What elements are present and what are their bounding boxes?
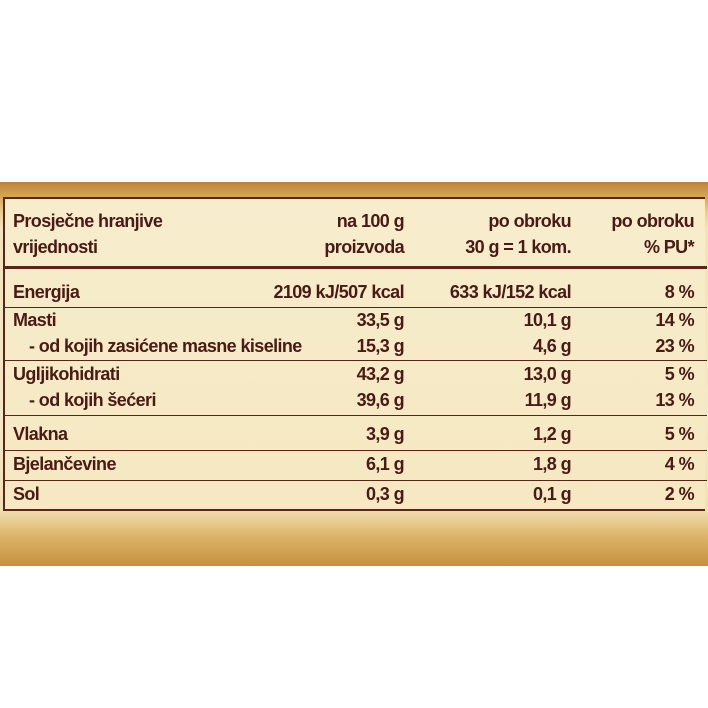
nutrient-name: Bjelančevine	[13, 454, 116, 474]
header-cell: % PU*	[643, 237, 695, 257]
value-cell: 15,3 g	[356, 336, 405, 356]
header-cell: 30 g = 1 kom.	[465, 237, 571, 257]
row-divider	[5, 360, 707, 361]
nutrient-name: Ugljikohidrati	[13, 364, 120, 384]
nutrient-name: Energija	[13, 282, 80, 302]
value-cell: 33,5 g	[356, 310, 405, 330]
value-cell: 1,8 g	[532, 454, 572, 474]
nutrient-name: - od kojih šećeri	[29, 390, 156, 410]
value-cell: 4,6 g	[532, 336, 572, 356]
value-cell: 5 %	[664, 364, 695, 384]
nutrient-name: Sol	[13, 484, 40, 504]
row-divider	[5, 450, 707, 451]
row-divider	[5, 266, 707, 269]
value-cell: 2109 kJ/507 kcal	[273, 282, 404, 302]
value-cell: 8 %	[664, 282, 695, 302]
header-cell: po obroku	[488, 211, 571, 231]
value-cell: 5 %	[664, 424, 695, 444]
nutrient-name: Masti	[13, 310, 57, 330]
value-cell: 43,2 g	[356, 364, 405, 384]
header-cell: Prosječne hranjive	[13, 211, 163, 231]
row-divider	[5, 307, 707, 308]
nutrient-name: Vlakna	[13, 424, 68, 444]
value-cell: 23 %	[655, 336, 694, 356]
value-cell: 14 %	[655, 310, 694, 330]
value-cell: 1,2 g	[532, 424, 572, 444]
value-cell: 0,1 g	[532, 484, 572, 504]
value-cell: 633 kJ/152 kcal	[449, 282, 572, 302]
value-cell: 3,9 g	[365, 424, 405, 444]
value-cell: 0,3 g	[365, 484, 405, 504]
value-cell: 13 %	[655, 390, 694, 410]
row-divider	[5, 415, 707, 416]
value-cell: 39,6 g	[356, 390, 405, 410]
value-cell: 11,9 g	[524, 390, 572, 410]
value-cell: 13,0 g	[523, 364, 572, 384]
value-cell: 2 %	[664, 484, 695, 504]
nutrient-name: - od kojih zasićene masne kiseline	[29, 336, 302, 356]
header-cell: proizvoda	[324, 237, 404, 257]
header-cell: po obroku	[611, 211, 694, 231]
value-cell: 4 %	[664, 454, 695, 474]
value-cell: 10,1 g	[523, 310, 572, 330]
header-cell: na 100 g	[336, 211, 405, 231]
value-cell: 6,1 g	[365, 454, 405, 474]
nutrition-table: Prosječne hranjive vrijednosti na 100 g pro…	[3, 197, 707, 511]
header-cell: vrijednosti	[13, 237, 98, 257]
row-divider	[5, 480, 707, 481]
